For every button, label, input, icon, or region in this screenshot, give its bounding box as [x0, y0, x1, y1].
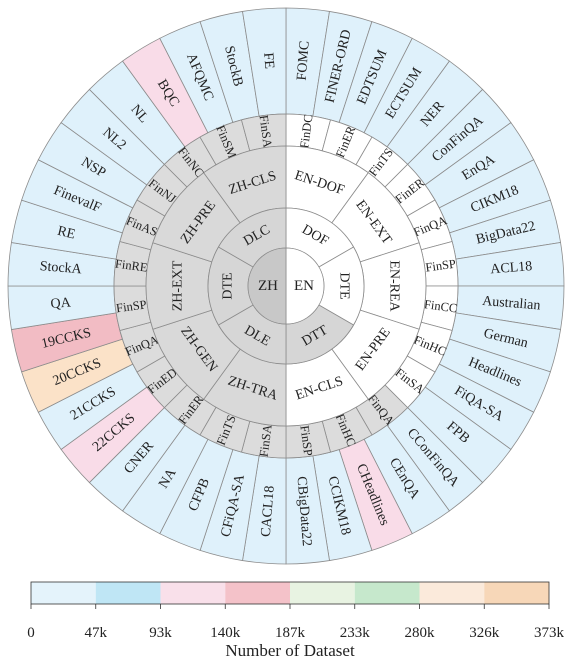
- task-label: FinDC: [297, 114, 315, 150]
- dataset-label: CACL18: [259, 485, 278, 537]
- colorbar-tick-label: 373k: [534, 625, 565, 641]
- colorbar: 0 47k 93k 140k 187k 233k 280k 326k 373k Number of…: [27, 581, 565, 660]
- colorbar-title: Number of Dataset: [225, 641, 355, 660]
- dataset-label: CBigData22: [294, 476, 314, 547]
- task-label: FinSP: [425, 257, 457, 275]
- colorbar-swatch: [95, 582, 161, 604]
- colorbar-swatch: [225, 582, 290, 604]
- language-label: ZH: [258, 278, 278, 294]
- task-label: FinRE: [114, 257, 149, 275]
- dataset-label: FE: [260, 52, 276, 69]
- dataset-label: FOMC: [295, 40, 313, 81]
- colorbar-tick-label: 93k: [149, 625, 172, 641]
- colorbar-swatch: [419, 582, 485, 604]
- task-label: FinCC: [423, 297, 458, 315]
- task-label: FinSA: [257, 114, 275, 148]
- colorbar-tick-label: 47k: [85, 625, 108, 641]
- category-label: EN-REA: [387, 260, 402, 312]
- colorbar-tick-label: 140k: [210, 625, 241, 641]
- colorbar-tick-label: 280k: [405, 625, 436, 641]
- dataset-label: RE: [56, 224, 77, 243]
- dataset-label: StockA: [39, 259, 83, 277]
- colorbar-swatch: [484, 582, 549, 604]
- language-segment: [247, 247, 287, 325]
- task-label: FinSA: [257, 424, 275, 458]
- dataset-label: ACL18: [490, 259, 533, 277]
- colorbar-tick-label: 233k: [340, 625, 371, 641]
- domain-label: DTE: [337, 272, 352, 299]
- colorbar-tick-label: 0: [27, 625, 35, 641]
- task-label: FinSP: [115, 297, 147, 315]
- dataset-label: QA: [50, 295, 72, 312]
- category-label: ZH-EXT: [171, 260, 186, 311]
- language-label: EN: [294, 278, 314, 294]
- dataset-label: Australian: [482, 294, 541, 314]
- colorbar-swatch: [290, 582, 355, 604]
- colorbar-swatch: [160, 582, 226, 604]
- domain-label: DTE: [221, 272, 236, 299]
- colorbar-tick-label: 326k: [469, 625, 500, 641]
- task-label: FinSP: [297, 425, 315, 457]
- ring-categories: EN-DOFEN-EXTEN-REAEN-PREEN-CLSZH-TRAZH-G…: [145, 145, 427, 427]
- colorbar-swatch: [354, 582, 420, 604]
- colorbar-swatch: [31, 582, 96, 604]
- ring-languages: EN ZH: [247, 247, 325, 325]
- colorbar-tick-label: 187k: [275, 625, 306, 641]
- language-segment: [285, 247, 325, 325]
